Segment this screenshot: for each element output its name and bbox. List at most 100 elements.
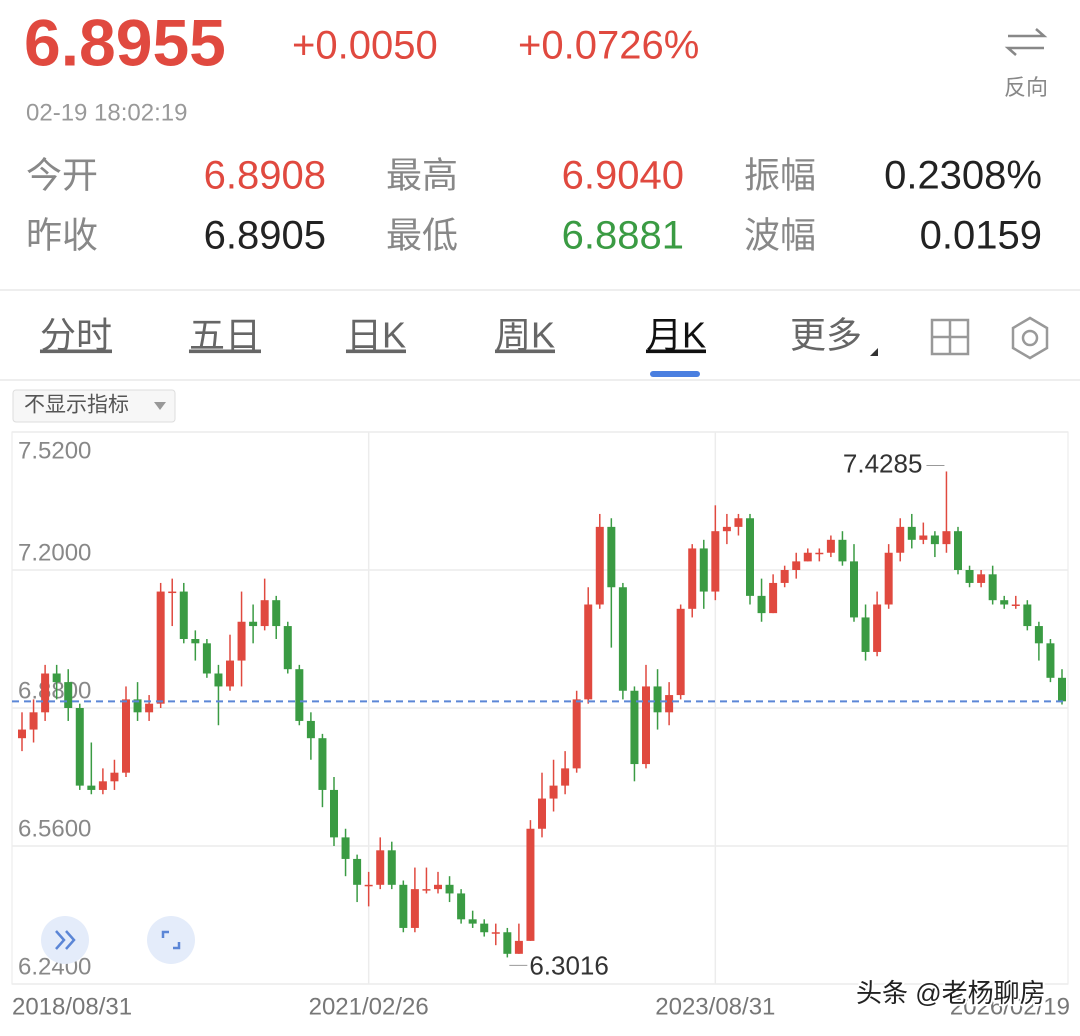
tab[interactable]: 日K [346,315,406,356]
candle-body [237,621,246,661]
candle-body [457,893,466,920]
min-label: 6.3016 [529,950,609,980]
tab-more[interactable]: 更多 [790,315,862,356]
candle-body [642,686,650,765]
candle-body [295,669,304,721]
candle-body [445,884,454,894]
stat-label: 今开 [26,155,98,196]
candle-body [514,940,523,954]
candle-body [907,526,916,540]
candle-body [422,889,431,891]
reverse-button[interactable]: 反向 [1004,28,1048,100]
settings-button[interactable] [1011,316,1049,360]
stat-value: 6.9040 [562,154,684,198]
candle-body [156,591,165,704]
candle-body [1034,626,1043,644]
candle-body [561,768,570,786]
candle-body [18,729,26,739]
candle-body [734,518,743,527]
dropdown-caret [154,402,166,410]
watermark: 头条 @老杨聊房 [856,978,1046,1008]
time: 02-19 18:02:19 [26,99,187,126]
candle-body [538,798,546,829]
more-caret [870,348,878,356]
stat-value: 6.8905 [204,214,326,258]
candle-body [722,526,731,532]
stat-label: 波幅 [744,215,816,256]
candle-body [930,535,939,545]
tab[interactable]: 五日 [189,315,261,356]
y-tick-label: 6.5600 [18,815,91,842]
layout-button[interactable] [930,318,970,356]
candle-body [803,552,812,562]
x-tick-label: 2021/02/26 [309,993,429,1020]
fullscreen-button[interactable] [147,916,195,964]
candle-body [214,673,223,687]
max-label: 7.4285 [843,448,923,478]
tab-active[interactable]: 月K [646,315,706,356]
candle-body [387,850,396,885]
candle-body [884,552,893,605]
candle-body [1023,604,1032,627]
candle-body [306,720,315,739]
candle-body [168,591,177,594]
candle-body [780,570,789,583]
reverse-icon [1004,28,1048,56]
candle-body [1046,643,1055,678]
indicator-dropdown[interactable]: 不显示指标 [12,389,176,423]
expand-button[interactable] [41,916,89,964]
candle-body [746,518,754,596]
candle-body [630,690,639,765]
candle-body [491,932,500,934]
candle-body [75,708,84,786]
candle-body [653,686,662,713]
change-pct: +0.0726% [518,24,699,68]
candle-body [688,548,697,609]
candle-body [503,932,512,954]
settings-icon [1011,316,1049,360]
candle-body [376,850,385,885]
change: +0.0050 [292,24,438,68]
candle-body [364,884,373,887]
x-tick-label: 2023/08/31 [655,993,775,1020]
settings-icon-dot [1021,329,1039,347]
candle-body [792,561,801,570]
candle-body [1058,677,1066,702]
candle-body [133,699,142,713]
candle-body [850,561,858,618]
candle-body [249,621,258,627]
tab-indicator [650,371,700,377]
candle-body [98,781,107,790]
candle-body [122,699,130,773]
candle-body [191,639,200,644]
candle-body [965,570,974,583]
candle-body [179,591,188,639]
candle-body [330,789,338,838]
candle-body [341,837,350,859]
candle-body [838,539,847,562]
candle-body [283,626,292,670]
candle-body [757,595,766,614]
candle-body [873,604,882,652]
tab[interactable]: 周K [495,315,555,356]
candle-body [110,772,119,782]
candle-body [584,604,593,700]
candle-body [434,884,442,890]
stat-value: 6.8881 [562,214,684,258]
expand-icon [55,930,76,950]
tab[interactable]: 分时 [40,315,112,356]
candle-body [399,884,408,928]
dropdown-box [12,389,176,423]
candle-body [861,617,870,652]
stat-label: 最高 [386,155,458,196]
candle-body [87,785,96,790]
stat-label: 昨收 [26,215,98,256]
candle-body [815,552,824,555]
candle-body [919,535,928,540]
candle-body [977,574,986,583]
candle-body [826,539,835,553]
candle-body [595,526,604,605]
candle-body [988,574,997,601]
